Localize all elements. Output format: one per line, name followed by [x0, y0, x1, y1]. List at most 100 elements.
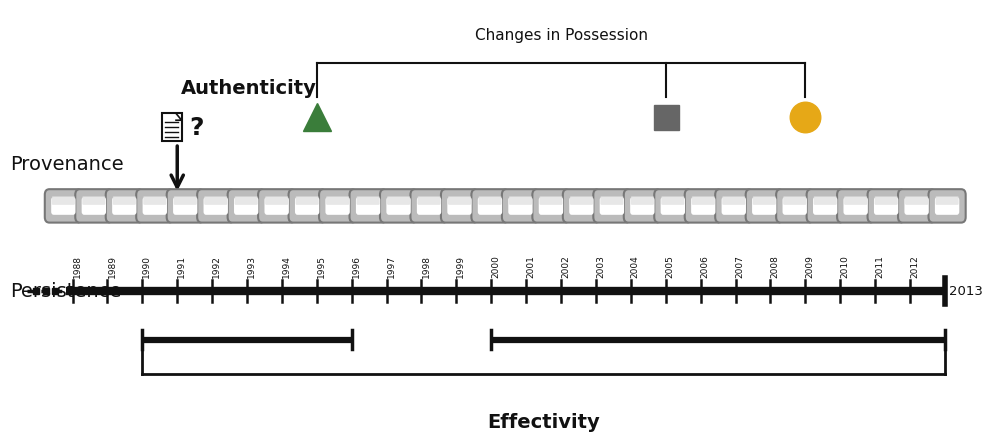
Text: 2009: 2009: [805, 255, 814, 278]
FancyBboxPatch shape: [387, 197, 410, 205]
FancyBboxPatch shape: [631, 197, 654, 205]
FancyBboxPatch shape: [844, 197, 867, 205]
Text: ?: ?: [189, 116, 204, 140]
FancyBboxPatch shape: [563, 190, 600, 223]
FancyBboxPatch shape: [113, 197, 136, 205]
FancyBboxPatch shape: [417, 198, 441, 215]
FancyBboxPatch shape: [508, 198, 533, 215]
FancyBboxPatch shape: [447, 198, 472, 215]
FancyBboxPatch shape: [661, 198, 685, 215]
FancyBboxPatch shape: [410, 190, 448, 223]
Text: 1989: 1989: [107, 255, 116, 278]
FancyBboxPatch shape: [837, 190, 874, 223]
FancyBboxPatch shape: [898, 190, 935, 223]
FancyBboxPatch shape: [296, 197, 319, 205]
FancyBboxPatch shape: [289, 190, 326, 223]
FancyBboxPatch shape: [162, 114, 182, 142]
FancyBboxPatch shape: [441, 190, 478, 223]
FancyBboxPatch shape: [600, 198, 624, 215]
Text: 2013: 2013: [949, 285, 983, 298]
Text: 2007: 2007: [736, 255, 745, 278]
Text: 2010: 2010: [840, 255, 849, 278]
FancyBboxPatch shape: [386, 198, 411, 215]
FancyBboxPatch shape: [319, 190, 356, 223]
FancyBboxPatch shape: [783, 197, 806, 205]
FancyBboxPatch shape: [539, 197, 562, 205]
FancyBboxPatch shape: [600, 197, 623, 205]
FancyBboxPatch shape: [868, 190, 905, 223]
Text: Authenticity: Authenticity: [181, 79, 317, 98]
FancyBboxPatch shape: [112, 198, 137, 215]
FancyBboxPatch shape: [509, 197, 532, 205]
Text: 1996: 1996: [352, 255, 361, 278]
FancyBboxPatch shape: [776, 190, 813, 223]
Text: Persistence: Persistence: [10, 282, 121, 301]
FancyBboxPatch shape: [814, 197, 837, 205]
FancyBboxPatch shape: [325, 198, 350, 215]
FancyBboxPatch shape: [265, 197, 288, 205]
FancyBboxPatch shape: [904, 198, 929, 215]
FancyBboxPatch shape: [478, 198, 502, 215]
Text: 1998: 1998: [421, 255, 430, 278]
FancyBboxPatch shape: [875, 197, 898, 205]
FancyBboxPatch shape: [813, 198, 837, 215]
FancyBboxPatch shape: [630, 198, 655, 215]
Text: 2005: 2005: [666, 255, 675, 278]
FancyBboxPatch shape: [569, 198, 594, 215]
FancyBboxPatch shape: [82, 197, 105, 205]
Text: 1994: 1994: [282, 255, 291, 278]
FancyBboxPatch shape: [295, 198, 319, 215]
FancyBboxPatch shape: [722, 197, 745, 205]
Text: 2008: 2008: [770, 255, 779, 278]
FancyBboxPatch shape: [197, 190, 234, 223]
FancyBboxPatch shape: [692, 197, 715, 205]
FancyBboxPatch shape: [174, 197, 197, 205]
FancyBboxPatch shape: [357, 197, 380, 205]
Text: Changes in Possession: Changes in Possession: [475, 28, 648, 43]
FancyBboxPatch shape: [874, 198, 898, 215]
Text: 2000: 2000: [491, 255, 500, 278]
Text: 2011: 2011: [875, 255, 884, 278]
FancyBboxPatch shape: [661, 197, 684, 205]
FancyBboxPatch shape: [691, 198, 715, 215]
Text: 1995: 1995: [317, 255, 326, 278]
FancyBboxPatch shape: [234, 198, 258, 215]
FancyBboxPatch shape: [593, 190, 630, 223]
FancyBboxPatch shape: [418, 197, 441, 205]
FancyBboxPatch shape: [52, 197, 75, 205]
FancyBboxPatch shape: [143, 197, 166, 205]
FancyBboxPatch shape: [204, 198, 228, 215]
FancyBboxPatch shape: [685, 190, 722, 223]
FancyBboxPatch shape: [570, 197, 593, 205]
FancyBboxPatch shape: [235, 197, 258, 205]
Text: 1993: 1993: [247, 255, 256, 278]
FancyBboxPatch shape: [448, 197, 471, 205]
FancyBboxPatch shape: [51, 198, 76, 215]
FancyBboxPatch shape: [722, 198, 746, 215]
Text: 2006: 2006: [701, 255, 710, 278]
FancyBboxPatch shape: [752, 198, 776, 215]
FancyBboxPatch shape: [258, 190, 295, 223]
Text: 1988: 1988: [73, 255, 82, 278]
FancyBboxPatch shape: [936, 197, 959, 205]
Text: 2004: 2004: [631, 255, 640, 278]
FancyBboxPatch shape: [204, 197, 227, 205]
FancyBboxPatch shape: [539, 198, 563, 215]
FancyBboxPatch shape: [136, 190, 173, 223]
Text: Effectivity: Effectivity: [487, 412, 600, 431]
FancyBboxPatch shape: [356, 198, 380, 215]
Text: 1999: 1999: [456, 255, 465, 278]
FancyBboxPatch shape: [75, 190, 112, 223]
Text: 1997: 1997: [387, 255, 396, 278]
FancyBboxPatch shape: [502, 190, 539, 223]
FancyBboxPatch shape: [471, 190, 509, 223]
FancyBboxPatch shape: [264, 198, 289, 215]
FancyBboxPatch shape: [807, 190, 844, 223]
FancyBboxPatch shape: [905, 197, 928, 205]
FancyBboxPatch shape: [350, 190, 387, 223]
FancyBboxPatch shape: [45, 190, 82, 223]
FancyBboxPatch shape: [380, 190, 417, 223]
FancyBboxPatch shape: [935, 198, 959, 215]
FancyBboxPatch shape: [167, 190, 204, 223]
FancyBboxPatch shape: [654, 190, 691, 223]
